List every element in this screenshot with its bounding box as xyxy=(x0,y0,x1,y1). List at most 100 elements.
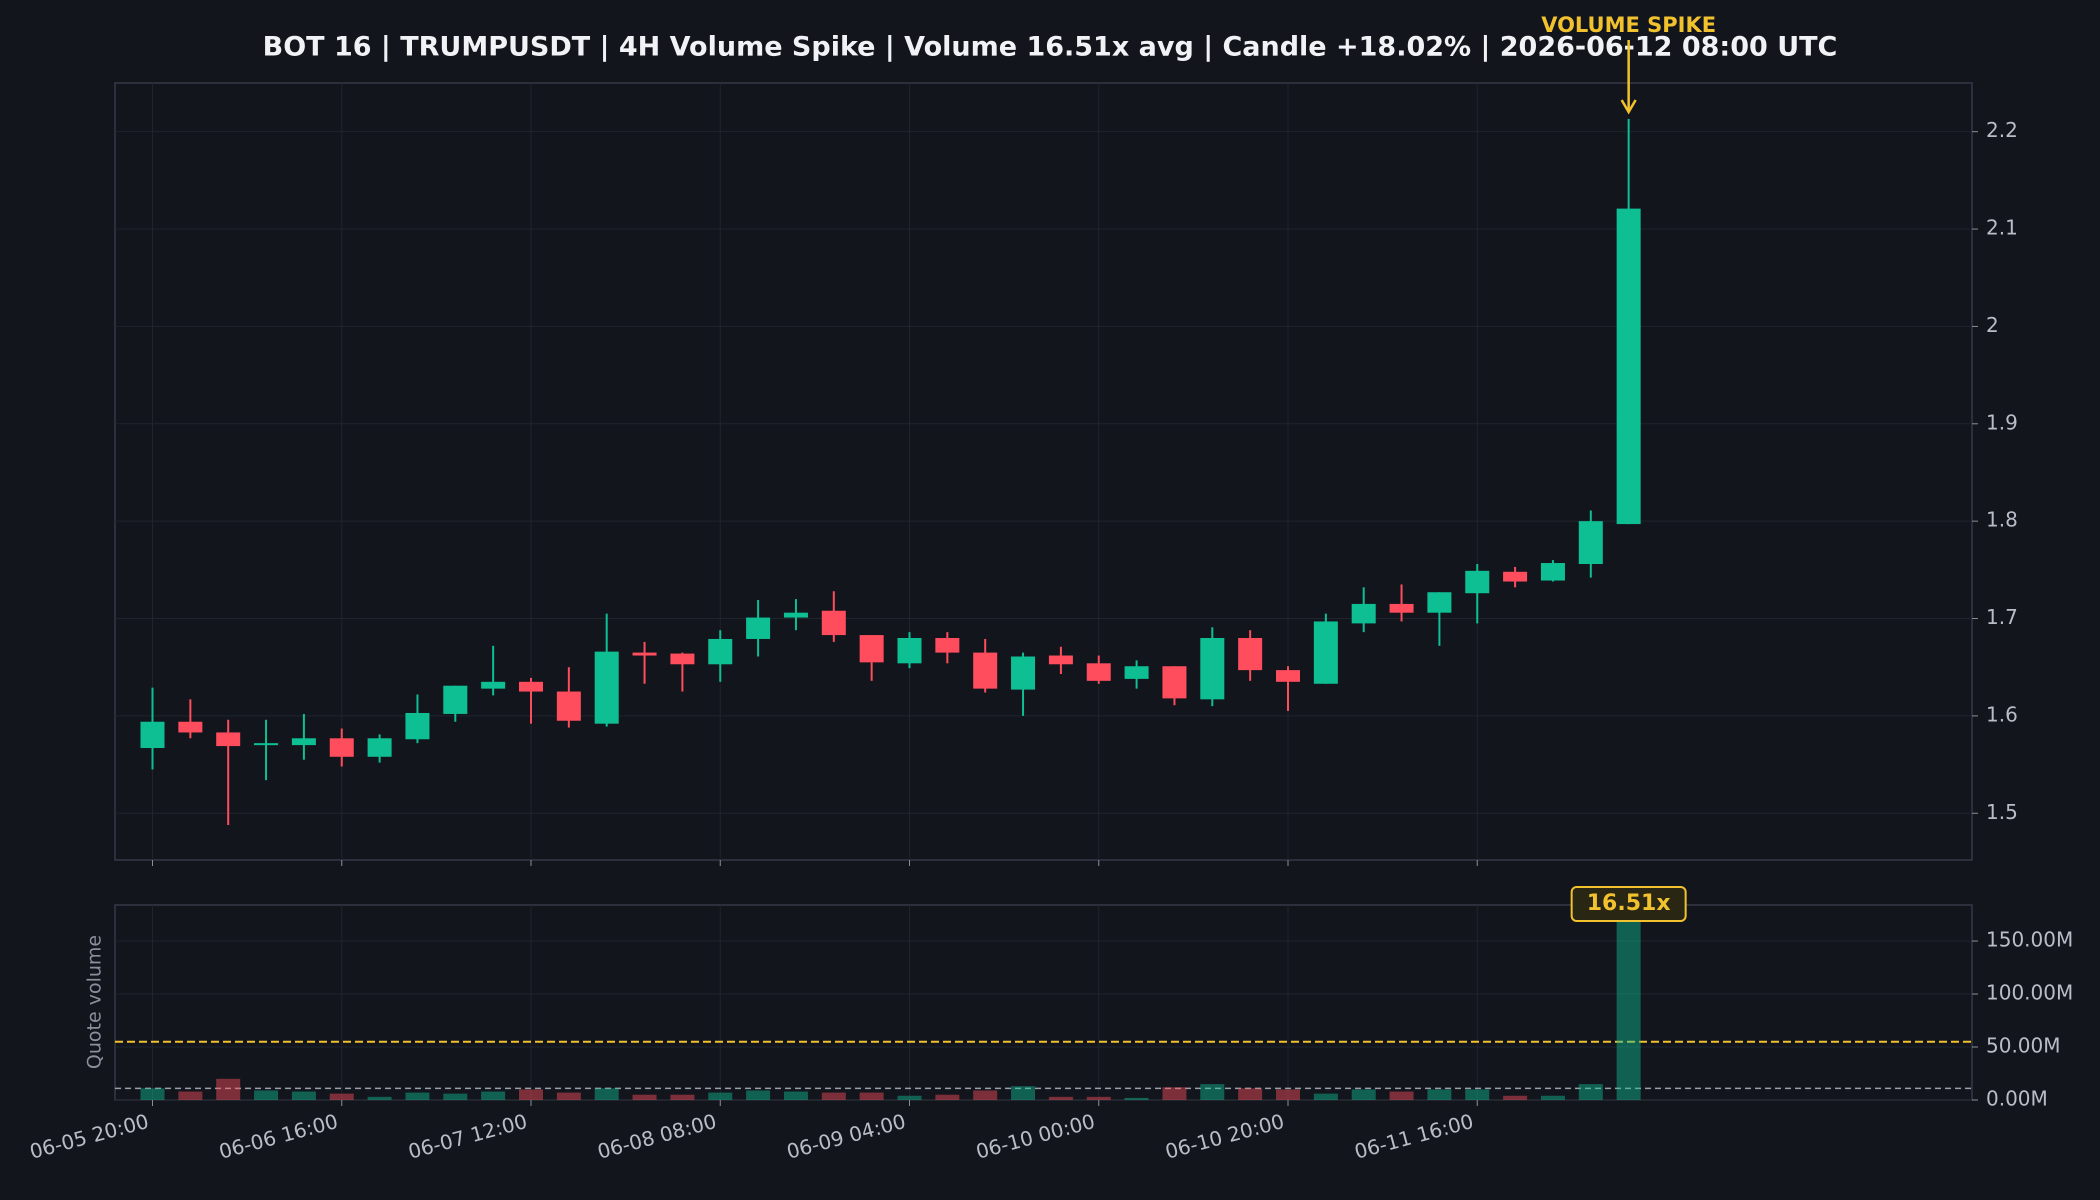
volume-bar xyxy=(670,1094,695,1100)
candle-body xyxy=(1238,638,1263,671)
candle-body xyxy=(481,681,506,689)
volume-bar xyxy=(1238,1088,1263,1100)
candle-body xyxy=(1162,666,1187,699)
y-tick-label: 100.00M xyxy=(1986,981,2073,1005)
volume-bar xyxy=(1276,1089,1300,1100)
candle-body xyxy=(1503,571,1528,582)
candle-body xyxy=(973,652,998,689)
volume-bar xyxy=(216,1078,241,1100)
candle-body xyxy=(556,691,581,721)
y-tick-label: 1.7 xyxy=(1986,605,2018,629)
candle-body xyxy=(1540,563,1565,581)
volume-bar xyxy=(1540,1095,1565,1100)
candle-body xyxy=(254,743,279,746)
volume-bar xyxy=(481,1091,506,1100)
y-tick-label: 1.8 xyxy=(1986,508,2018,532)
y-tick-label: 2 xyxy=(1986,313,1999,337)
candle-body xyxy=(1086,663,1111,681)
volume-bar xyxy=(1200,1084,1225,1100)
volume-bar xyxy=(1351,1089,1376,1100)
candle-body xyxy=(1616,208,1641,525)
candle-body xyxy=(746,617,771,639)
annotation: VOLUME SPIKE xyxy=(1541,13,1716,37)
volume-bar xyxy=(178,1091,203,1100)
volume-bar xyxy=(1011,1086,1036,1100)
volume-bar xyxy=(443,1093,468,1100)
volume-badge: 16.51x xyxy=(1587,891,1671,916)
volume-bar xyxy=(1465,1089,1490,1100)
candle-body xyxy=(897,638,922,664)
volume-bar xyxy=(329,1093,354,1100)
volume-bar xyxy=(746,1090,771,1100)
volume-bar xyxy=(935,1094,960,1100)
volume-bar xyxy=(1578,1084,1603,1100)
candle-body xyxy=(1276,670,1300,682)
chart-title: BOT 16 | TRUMPUSDT | 4H Volume Spike | V… xyxy=(263,32,1838,63)
candle-body xyxy=(1200,638,1225,700)
y-tick-label: 0.00M xyxy=(1986,1087,2048,1111)
volume-bar xyxy=(556,1092,581,1100)
candle-body xyxy=(1011,656,1036,690)
annotation-arrowhead xyxy=(1620,99,1637,115)
volume-bar xyxy=(1048,1096,1073,1100)
volume-bar xyxy=(973,1090,998,1100)
candle-body xyxy=(178,721,203,733)
candle-body xyxy=(367,738,392,757)
y-tick-label: 1.6 xyxy=(1986,702,2018,726)
candle-body xyxy=(859,635,884,663)
volume-bar xyxy=(1616,907,1641,1100)
volume-bar xyxy=(1124,1097,1149,1100)
volume-bar xyxy=(859,1092,884,1100)
candle-body xyxy=(329,738,354,757)
volume-bar xyxy=(1427,1089,1452,1100)
candle-body xyxy=(708,638,733,665)
candle-body xyxy=(140,721,165,749)
price-panel xyxy=(114,82,1973,861)
candle-body xyxy=(443,685,468,714)
candle-body xyxy=(1389,603,1414,613)
candle-body xyxy=(632,652,657,656)
volume-bar xyxy=(291,1091,316,1100)
candle-body xyxy=(216,732,241,747)
volume-bar xyxy=(519,1089,543,1100)
candle-body xyxy=(519,681,543,692)
y-tick-label: 50.00M xyxy=(1986,1034,2061,1058)
volume-bar xyxy=(1086,1096,1111,1100)
y-tick-label: 2.1 xyxy=(1986,216,2018,240)
candle-body xyxy=(935,638,960,653)
y-tick-label: 1.9 xyxy=(1986,410,2018,434)
volume-bar xyxy=(1503,1095,1528,1100)
candle-body xyxy=(1578,521,1603,564)
candle-body xyxy=(1048,655,1073,665)
volume-bar xyxy=(405,1092,430,1100)
y-axis-label: Quote volume xyxy=(84,935,106,1069)
volume-bar xyxy=(1389,1091,1414,1100)
candle-body xyxy=(594,651,619,724)
volume-bar xyxy=(897,1095,922,1100)
y-tick-label: 1.5 xyxy=(1986,800,2018,824)
volume-bar xyxy=(708,1092,733,1100)
candle-body xyxy=(1313,621,1338,684)
candle-body xyxy=(783,612,808,618)
y-tick-label: 2.2 xyxy=(1986,118,2018,142)
y-tick-label: 150.00M xyxy=(1986,928,2073,952)
candle-body xyxy=(1465,570,1490,594)
volume-bar xyxy=(367,1096,392,1100)
candle-body xyxy=(1427,592,1452,613)
volume-bar xyxy=(140,1088,165,1100)
candle-body xyxy=(291,738,316,746)
candle-body xyxy=(821,610,846,636)
candle-body xyxy=(670,653,695,665)
candle-body xyxy=(405,712,430,740)
volume-bar xyxy=(1313,1093,1338,1100)
volume-bar xyxy=(632,1094,657,1100)
volume-badge-box xyxy=(1570,886,1687,922)
volume-bar xyxy=(254,1090,279,1100)
candle-body xyxy=(1351,603,1376,624)
candle-body xyxy=(1124,666,1149,679)
volume-bar xyxy=(783,1091,808,1100)
volume-bar xyxy=(594,1088,619,1100)
volume-bar xyxy=(1162,1087,1187,1100)
